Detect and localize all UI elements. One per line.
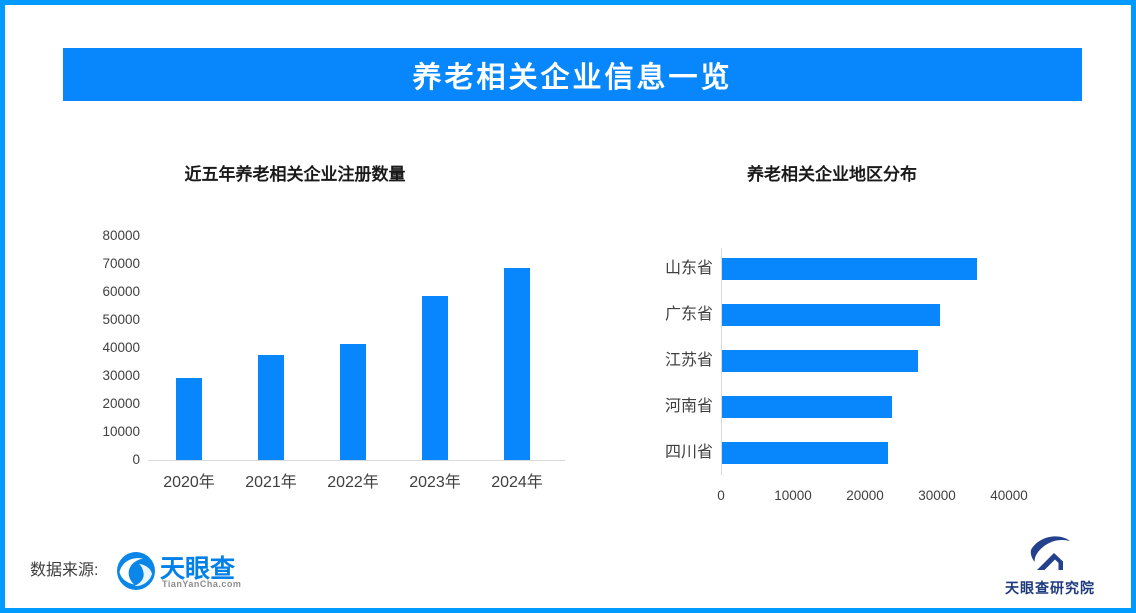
- bar-2022年: [340, 343, 366, 460]
- tianyancha-domain: TianYanCha.com: [162, 579, 242, 589]
- y-axis-tick-label: 60000: [102, 284, 140, 299]
- bar-河南省: [722, 396, 892, 418]
- y-axis-tick-label: 30000: [102, 368, 140, 383]
- x-axis-category-label: 2022年: [327, 474, 379, 491]
- bar-江苏省: [722, 350, 918, 372]
- x-axis-tick-label: 10000: [774, 488, 812, 503]
- bar-2024年: [504, 267, 530, 460]
- x-axis-category-label: 2023年: [409, 474, 461, 491]
- tianyancha-eye-icon: [117, 552, 155, 590]
- x-axis-line: [148, 460, 565, 461]
- bar-四川省: [722, 442, 888, 464]
- research-institute-logo: 天眼查研究院: [990, 532, 1110, 604]
- y-axis-tick-label: 80000: [102, 228, 140, 243]
- bar-2021年: [258, 355, 284, 460]
- research-institute-name: 天眼查研究院: [1005, 580, 1095, 596]
- tianyancha-brand-name: 天眼查: [160, 555, 236, 583]
- y-axis-tick-label: 40000: [102, 340, 140, 355]
- x-axis-tick-label: 30000: [918, 488, 956, 503]
- bar-2023年: [422, 295, 448, 460]
- region-label-江苏省: 江苏省: [664, 352, 713, 369]
- region-label-广东省: 广东省: [664, 306, 713, 323]
- x-axis-category-label: 2020年: [163, 474, 215, 491]
- bar-2020年: [176, 377, 202, 460]
- bar-山东省: [722, 258, 977, 280]
- bar-广东省: [722, 304, 941, 326]
- x-axis-tick-label: 0: [717, 488, 725, 503]
- y-axis-tick-label: 50000: [102, 312, 140, 327]
- page-title: 养老相关企业信息一览: [412, 61, 733, 94]
- y-axis-tick-label: 20000: [102, 396, 140, 411]
- tianyancha-research-icon: [1030, 536, 1070, 570]
- region-label-山东省: 山东省: [664, 260, 713, 277]
- x-axis-category-label: 2021年: [245, 474, 297, 491]
- x-axis-tick-label: 40000: [990, 488, 1028, 503]
- region-label-四川省: 四川省: [664, 444, 713, 461]
- left-chart-title: 近五年养老相关企业注册数量: [184, 165, 406, 184]
- data-source-label: 数据来源:: [30, 562, 99, 579]
- y-axis-line: [721, 248, 722, 475]
- y-axis-tick-label: 70000: [102, 256, 140, 271]
- x-axis-category-label: 2024年: [491, 474, 543, 491]
- y-axis-tick-label: 0: [132, 452, 140, 467]
- right-chart-title: 养老相关企业地区分布: [747, 165, 917, 184]
- x-axis-tick-label: 20000: [846, 488, 884, 503]
- y-axis-tick-label: 10000: [102, 424, 140, 439]
- page-title-banner: 养老相关企业信息一览: [63, 48, 1082, 101]
- region-label-河南省: 河南省: [664, 398, 713, 415]
- tianyancha-logo: 天眼查 TianYanCha.com: [116, 549, 246, 599]
